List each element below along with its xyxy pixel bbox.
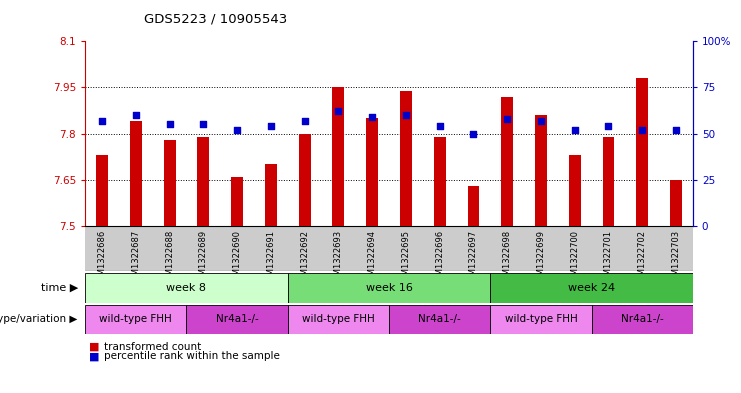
Text: wild-type FHH: wild-type FHH [505,314,577,324]
Bar [299,134,310,226]
Point [468,130,479,137]
Bar [333,87,345,226]
Point [569,127,581,133]
Text: ■: ■ [89,342,99,352]
Point [670,127,682,133]
Text: ■: ■ [89,351,99,362]
Point [96,118,108,124]
Point [197,121,209,127]
Point [501,116,513,122]
Bar [670,180,682,226]
Bar [265,164,277,226]
Bar [637,78,648,226]
Point [333,108,345,115]
Text: GSM1322702: GSM1322702 [638,230,647,286]
Point [400,112,412,118]
Text: GSM1322700: GSM1322700 [570,230,579,286]
Bar [96,155,108,226]
Bar [85,273,288,303]
Text: GDS5223 / 10905543: GDS5223 / 10905543 [144,13,288,26]
Text: week 8: week 8 [167,283,207,293]
Text: percentile rank within the sample: percentile rank within the sample [104,351,279,362]
Text: GSM1322686: GSM1322686 [98,230,107,286]
Bar [197,137,209,226]
Bar [164,140,176,226]
Bar [366,118,378,226]
Text: GSM1322697: GSM1322697 [469,230,478,286]
Text: GSM1322687: GSM1322687 [131,230,140,286]
Bar [288,273,491,303]
Bar [602,137,614,226]
Bar [535,115,547,226]
Bar [591,305,693,334]
Point [130,112,142,118]
Point [164,121,176,127]
Bar [569,155,581,226]
Point [299,118,310,124]
Bar [389,305,491,334]
Text: Nr4a1-/-: Nr4a1-/- [418,314,461,324]
Bar [85,305,187,334]
Text: time ▶: time ▶ [41,283,78,293]
Text: wild-type FHH: wild-type FHH [99,314,172,324]
Text: Nr4a1-/-: Nr4a1-/- [216,314,259,324]
Bar [288,305,389,334]
Point [535,118,547,124]
Text: GSM1322694: GSM1322694 [368,230,376,286]
Bar [491,305,591,334]
Text: GSM1322696: GSM1322696 [435,230,444,286]
Text: Nr4a1-/-: Nr4a1-/- [621,314,664,324]
Bar [501,97,513,226]
Text: GSM1322695: GSM1322695 [402,230,411,286]
Point [231,127,243,133]
Text: GSM1322688: GSM1322688 [165,230,174,286]
Bar [491,273,693,303]
Text: GSM1322693: GSM1322693 [334,230,343,286]
Point [637,127,648,133]
Point [265,123,277,129]
Bar [231,177,243,226]
Text: genotype/variation ▶: genotype/variation ▶ [0,314,78,324]
Text: transformed count: transformed count [104,342,201,352]
Text: GSM1322703: GSM1322703 [671,230,680,286]
Point [433,123,445,129]
Bar [400,90,412,226]
Text: GSM1322692: GSM1322692 [300,230,309,286]
Point [366,114,378,120]
Text: week 24: week 24 [568,283,615,293]
Bar [187,305,288,334]
Point [602,123,614,129]
Text: GSM1322699: GSM1322699 [536,230,545,286]
Text: wild-type FHH: wild-type FHH [302,314,375,324]
Bar [468,186,479,226]
Bar [130,121,142,226]
Text: week 16: week 16 [365,283,413,293]
Text: GSM1322689: GSM1322689 [199,230,208,286]
Text: GSM1322698: GSM1322698 [502,230,512,286]
Text: GSM1322691: GSM1322691 [266,230,276,286]
Bar [433,137,445,226]
Text: GSM1322690: GSM1322690 [233,230,242,286]
Text: GSM1322701: GSM1322701 [604,230,613,286]
